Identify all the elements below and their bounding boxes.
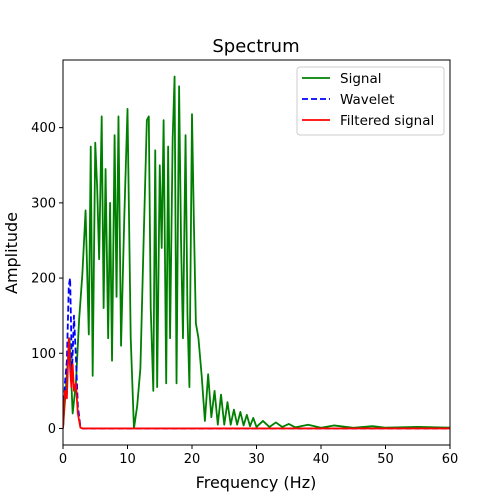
legend-label-filtered-signal: Filtered signal	[340, 113, 434, 129]
series-line-signal	[63, 75, 450, 430]
x-tick-label: 40	[313, 452, 330, 467]
legend: Signal Wavelet Filtered signal	[296, 66, 445, 136]
x-tick-label: 10	[119, 452, 136, 467]
legend-box	[296, 66, 445, 136]
y-tick-label: 0	[48, 422, 56, 437]
y-tick-label: 300	[31, 196, 56, 211]
x-tick-label: 0	[59, 452, 67, 467]
y-tick-label: 100	[31, 347, 56, 362]
y-tick-label: 200	[31, 272, 56, 287]
y-axis-label: Amplitude	[2, 212, 21, 294]
x-axis-label: Frequency (Hz)	[196, 473, 317, 492]
chart-title: Spectrum	[212, 36, 299, 57]
x-tick-label: 30	[248, 452, 265, 467]
plot-area: 0 10 20 30 40 50 60 0 100 200 300 400	[31, 59, 459, 467]
y-tick-label: 400	[31, 121, 56, 136]
series-line-filtered-signal	[63, 337, 450, 430]
x-tick-label: 20	[184, 452, 201, 467]
x-tick-label: 60	[442, 452, 459, 467]
x-tick-label: 50	[377, 452, 394, 467]
legend-label-signal: Signal	[340, 71, 381, 87]
legend-label-wavelet: Wavelet	[340, 92, 394, 108]
